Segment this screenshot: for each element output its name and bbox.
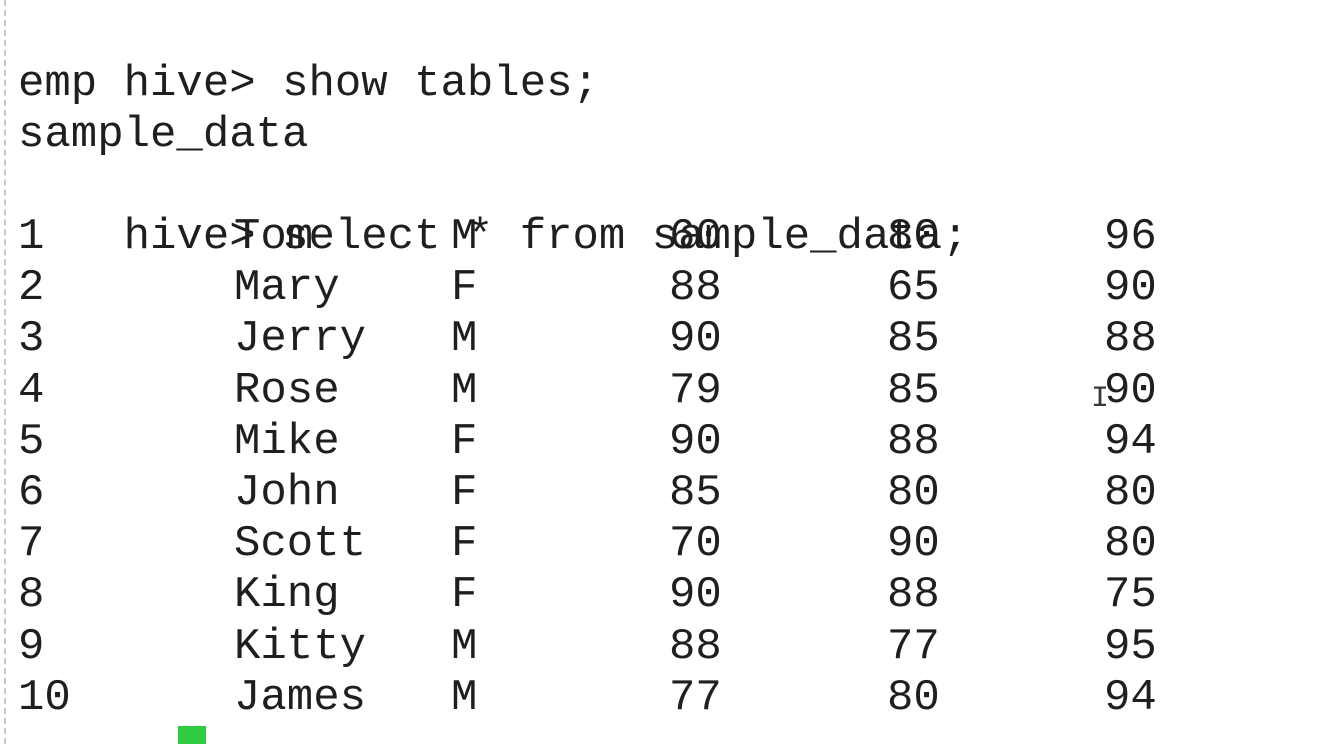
cell-name: James	[234, 672, 367, 723]
table-row: 1 Tom M 60 80 96	[18, 212, 1318, 263]
cell-s1: 70	[669, 519, 722, 570]
cell-s1: 88	[669, 263, 722, 314]
cell-s2: 88	[887, 416, 940, 467]
active-prompt-line[interactable]: hive>	[18, 722, 256, 744]
cell-s2: 65	[887, 263, 940, 314]
cell-s3: 75	[1104, 570, 1157, 621]
table-row: 8 King F 90 88 75	[18, 570, 1318, 621]
cell-s2: 80	[887, 672, 940, 723]
cell-s3: 80	[1104, 468, 1157, 518]
cell-s3: 95	[1104, 621, 1157, 672]
cell-id: 6	[18, 468, 45, 518]
prompt: hive>	[123, 59, 256, 109]
terminal-cursor	[178, 726, 206, 744]
cell-sex: M	[451, 672, 478, 723]
cell-sex: M	[451, 365, 478, 416]
table-row: 7 Scott F 70 90 80	[18, 519, 1318, 570]
cell-name: Jerry	[234, 314, 367, 365]
cell-s1: 79	[669, 365, 722, 416]
cell-s2: 85	[887, 314, 940, 365]
cell-s3: 96	[1104, 212, 1157, 262]
cell-id: 2	[18, 263, 45, 314]
table-row: 5 Mike F 90 88 94	[18, 417, 1318, 468]
cell-id: 4	[18, 365, 45, 416]
cell-id: 5	[18, 416, 45, 467]
cell-s1: 60	[669, 212, 722, 262]
table-row: 3 Jerry M 90 85 88	[18, 314, 1318, 365]
cell-name: Rose	[234, 365, 340, 416]
cell-name: Mike	[234, 416, 340, 467]
cell-name: Tom	[234, 212, 314, 262]
table-row: 9 Kitty M 88 77 95	[18, 622, 1318, 673]
command-line-show-tables: hive> show tables;	[18, 8, 599, 109]
prompt: hive>	[123, 212, 256, 262]
output-table-name: emp	[18, 59, 98, 109]
command-text: show tables;	[282, 59, 599, 109]
cell-s3: 90	[1104, 263, 1157, 314]
cell-name: Mary	[234, 263, 340, 314]
cell-s2: 85	[887, 365, 940, 416]
cell-s2: 77	[887, 621, 940, 672]
cell-id: 9	[18, 621, 45, 672]
cell-sex: F	[451, 263, 478, 314]
text-cursor-icon: I	[1091, 382, 1110, 416]
cell-s1: 77	[669, 672, 722, 723]
table-row: 2 Mary F 88 65 90	[18, 263, 1318, 314]
cell-s1: 90	[669, 416, 722, 467]
cell-name: Kitty	[234, 621, 367, 672]
table-row: 4 Rose M 79 85 90	[18, 366, 1318, 417]
cell-sex: M	[451, 212, 478, 262]
cell-name: Scott	[234, 519, 367, 570]
cell-s2: 90	[887, 519, 940, 570]
cell-s3: 80	[1104, 519, 1157, 570]
cell-id: 8	[18, 570, 45, 621]
cell-s1: 88	[669, 621, 722, 672]
cell-name: King	[234, 570, 340, 621]
cell-id: 7	[18, 519, 45, 570]
cell-sex: F	[451, 570, 478, 621]
cell-s3: 88	[1104, 314, 1157, 365]
cell-s2: 80	[887, 468, 940, 518]
cell-s2: 88	[887, 570, 940, 621]
cell-id: 3	[18, 314, 45, 365]
cell-s1: 90	[669, 314, 722, 365]
cell-sex: M	[451, 314, 478, 365]
cell-id: 10	[18, 672, 71, 723]
cell-id: 1	[18, 212, 45, 262]
cell-sex: F	[451, 416, 478, 467]
table-row: 6 John F 85 80 80	[18, 468, 1318, 519]
cell-s3: 90	[1104, 365, 1157, 416]
output-table-name: sample_data	[18, 110, 309, 160]
cell-name: John	[234, 468, 340, 518]
cell-sex: M	[451, 621, 478, 672]
gutter-divider	[4, 0, 6, 744]
cell-s3: 94	[1104, 672, 1157, 723]
cell-s1: 90	[669, 570, 722, 621]
cell-s2: 80	[887, 212, 940, 262]
command-line-select: hive> select * from sample_data;	[18, 161, 969, 262]
cell-s3: 94	[1104, 416, 1157, 467]
cell-sex: F	[451, 519, 478, 570]
cell-s1: 85	[669, 468, 722, 518]
cell-sex: F	[451, 468, 478, 518]
command-text: select * from sample_data;	[282, 212, 969, 262]
table-row: 10 James M 77 80 94	[18, 673, 1318, 724]
